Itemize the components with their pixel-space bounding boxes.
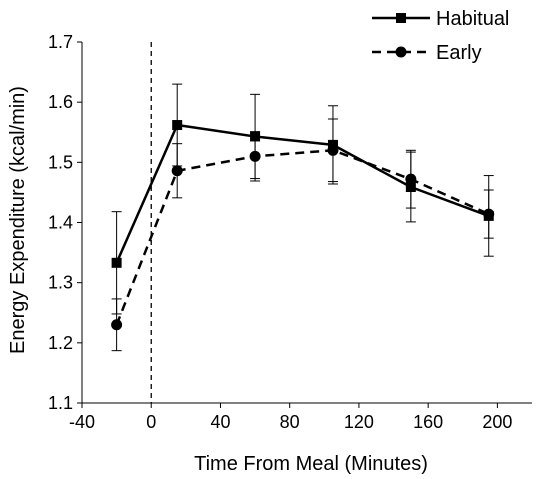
x-tick-label: 120 bbox=[344, 412, 374, 432]
error-bars bbox=[111, 83, 494, 352]
x-tick-label: 200 bbox=[482, 412, 512, 432]
x-tick-label: 0 bbox=[146, 412, 156, 432]
habitual-data-point bbox=[405, 182, 416, 193]
early-legend-label: Early bbox=[436, 42, 482, 64]
x-tick-label: 80 bbox=[280, 412, 300, 432]
axes bbox=[77, 41, 532, 408]
early-series-line bbox=[115, 149, 490, 326]
early-data-point bbox=[171, 165, 183, 177]
tick-labels: 1.1 1.2 1.3 1.4 1.5 1.6 1.7 -40 0 40 80 120 160 200 bbox=[48, 32, 512, 432]
x-tick-label: -40 bbox=[69, 412, 95, 432]
x-tick-label: 40 bbox=[210, 412, 230, 432]
early-legend-marker bbox=[395, 46, 407, 58]
early-data-point bbox=[249, 150, 261, 162]
habitual-data-point bbox=[111, 257, 122, 268]
early-data-point bbox=[483, 208, 495, 220]
data-markers bbox=[111, 120, 495, 331]
habitual-data-point bbox=[172, 120, 183, 131]
y-tick-label: 1.3 bbox=[48, 273, 73, 293]
legend: Habitual Early bbox=[372, 8, 509, 64]
x-axis-title: Time From Meal (Minutes) bbox=[194, 453, 428, 475]
early-data-point bbox=[111, 319, 123, 331]
habitual-legend-marker bbox=[396, 13, 406, 23]
y-tick-label: 1.1 bbox=[48, 393, 73, 413]
habitual-series-line bbox=[115, 123, 490, 264]
early-data-point bbox=[327, 144, 339, 156]
y-tick-label: 1.7 bbox=[48, 32, 73, 52]
x-tick-label: 160 bbox=[413, 412, 443, 432]
y-tick-label: 1.6 bbox=[48, 92, 73, 112]
early-data-point bbox=[405, 173, 417, 185]
habitual-legend-label: Habitual bbox=[436, 8, 509, 30]
y-tick-label: 1.2 bbox=[48, 333, 73, 353]
y-tick-label: 1.4 bbox=[48, 213, 73, 233]
y-tick-label: 1.5 bbox=[48, 152, 73, 172]
series-lines bbox=[115, 123, 490, 326]
y-axis-title: Energy Expenditure (kcal/min) bbox=[7, 86, 29, 354]
habitual-data-point bbox=[250, 131, 261, 142]
